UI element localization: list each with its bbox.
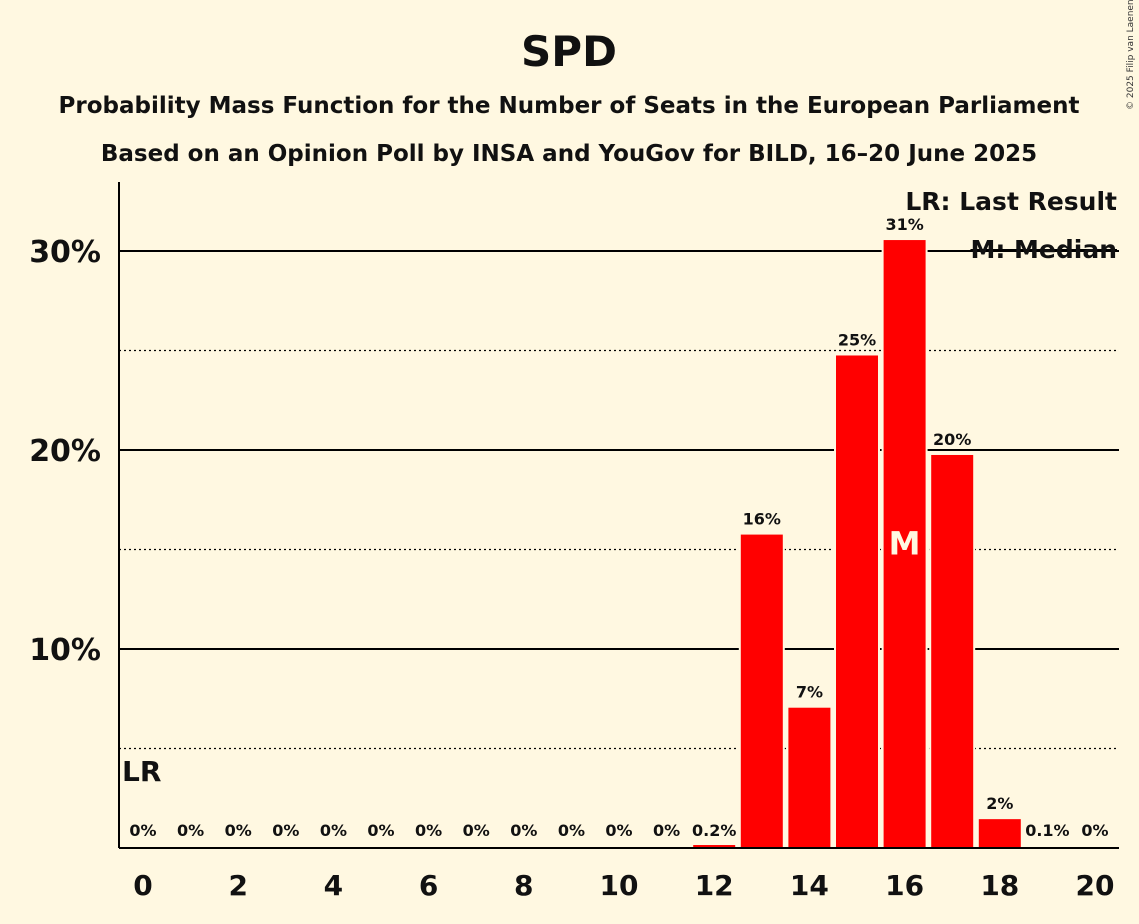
x-tick-label: 10 bbox=[600, 869, 639, 902]
bar-label-4: 0% bbox=[320, 821, 347, 840]
bar-label-17: 20% bbox=[933, 430, 971, 449]
bar-label-3: 0% bbox=[272, 821, 299, 840]
bar-label-20: 0% bbox=[1081, 821, 1108, 840]
bar-17 bbox=[929, 452, 976, 849]
bar-label-14: 7% bbox=[796, 683, 823, 702]
bar-label-11: 0% bbox=[653, 821, 680, 840]
x-tick-label: 16 bbox=[885, 869, 924, 902]
x-tick-labels: 0 2 4 6 8 10 12 14 16 18 20 bbox=[133, 869, 1114, 902]
bar-label-13: 16% bbox=[743, 510, 781, 529]
bar-label-7: 0% bbox=[463, 821, 490, 840]
x-tick-label: 0 bbox=[133, 869, 152, 902]
median-marker: M bbox=[889, 525, 921, 563]
y-tick-label: 30% bbox=[29, 235, 101, 270]
bar-label-6: 0% bbox=[415, 821, 442, 840]
bar-16 bbox=[881, 238, 928, 849]
last-result-marker: LR bbox=[122, 755, 161, 788]
x-tick-label: 14 bbox=[790, 869, 829, 902]
copyright-text: © 2025 Filip van Laenen bbox=[1126, 0, 1136, 110]
overlay: 0% 0% 0% 0% 0% 0% 0% 0% 0% 0% 0% 0% 0.2% 16% 7% 25% 31% 2… bbox=[122, 215, 1117, 840]
grid bbox=[119, 250, 1119, 750]
bar-label-2: 0% bbox=[225, 821, 252, 840]
bar-label-10: 0% bbox=[605, 821, 632, 840]
chart-subtitle-1: Probability Mass Function for the Number… bbox=[59, 93, 1080, 119]
bar-label-1: 0% bbox=[177, 821, 204, 840]
x-tick-label: 2 bbox=[228, 869, 247, 902]
x-tick-label: 8 bbox=[514, 869, 533, 902]
x-tick-label: 20 bbox=[1076, 869, 1115, 902]
bar-14 bbox=[786, 705, 833, 850]
x-tick-label: 4 bbox=[324, 869, 343, 902]
bar-label-18: 2% bbox=[986, 794, 1013, 813]
bar-label-0: 0% bbox=[129, 821, 156, 840]
legend-last-result: LR: Last Result bbox=[905, 187, 1117, 216]
x-tick-label: 18 bbox=[980, 869, 1019, 902]
bar-label-8: 0% bbox=[510, 821, 537, 840]
bars bbox=[691, 238, 1071, 850]
chart-subtitle-2: Based on an Opinion Poll by INSA and You… bbox=[101, 141, 1037, 167]
bar-label-5: 0% bbox=[367, 821, 394, 840]
bar-label-9: 0% bbox=[558, 821, 585, 840]
y-tick-label: 20% bbox=[29, 434, 101, 469]
y-tick-labels: 10% 20% 30% bbox=[29, 235, 101, 668]
x-tick-label: 6 bbox=[419, 869, 438, 902]
bar-13 bbox=[738, 532, 785, 850]
x-tick-label: 12 bbox=[695, 869, 734, 902]
bar-18 bbox=[976, 817, 1023, 850]
legend-median: M: Median bbox=[970, 235, 1117, 264]
bar-label-15: 25% bbox=[838, 330, 876, 349]
chart-title: SPD bbox=[521, 27, 617, 76]
bar-label-12: 0.2% bbox=[692, 821, 736, 840]
y-tick-label: 10% bbox=[29, 633, 101, 668]
bar-label-19: 0.1% bbox=[1025, 821, 1069, 840]
bar-label-16: 31% bbox=[885, 215, 923, 234]
bar-15 bbox=[834, 353, 880, 849]
